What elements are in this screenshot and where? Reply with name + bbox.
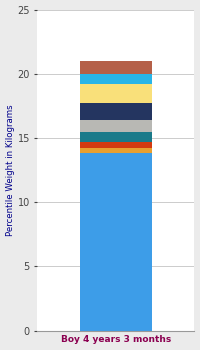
Bar xyxy=(80,132,152,142)
Bar xyxy=(80,61,152,74)
Bar xyxy=(80,142,152,148)
Bar xyxy=(80,103,152,120)
Bar xyxy=(80,84,152,103)
Bar xyxy=(80,120,152,132)
Y-axis label: Percentile Weight in Kilograms: Percentile Weight in Kilograms xyxy=(6,104,15,236)
Bar xyxy=(80,74,152,84)
Bar xyxy=(80,148,152,153)
Bar xyxy=(80,153,152,331)
